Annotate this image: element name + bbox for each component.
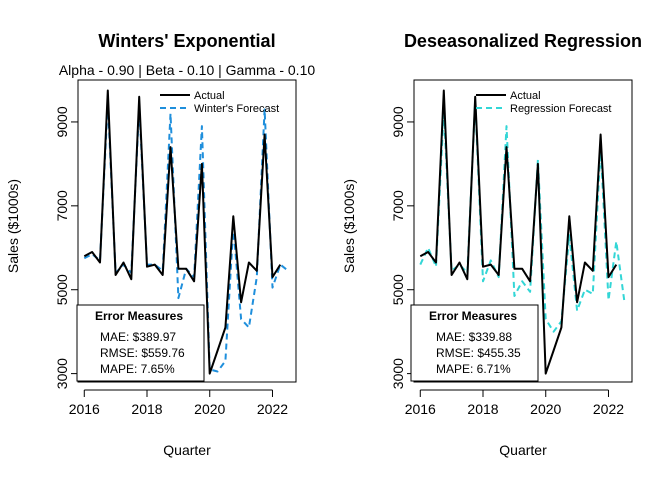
error-mape: MAPE: 6.71% [436,362,511,376]
error-mape: MAPE: 7.65% [100,362,175,376]
forecast-line [419,100,626,333]
actual-line [419,89,618,375]
legend-forecast-label: Regression Forecast [510,103,612,115]
error-box-title: Error Measures [429,309,517,323]
error-box-frame [410,304,539,382]
x-tick-label: 2020 [194,401,225,417]
axes: 3000 5000 7000 9000 2016 2018 2020 2022 [390,79,633,417]
error-mae: MAE: $389.97 [100,330,176,344]
winters-panel: Winters' Exponential Alpha - 0.90 | Beta… [5,31,315,458]
actual-line [83,89,282,375]
plot-lines [419,89,626,375]
legend-actual-label: Actual [510,90,541,102]
legend-forecast-label: Winter's Forecast [194,103,279,115]
plot-lines [83,89,289,375]
plot-frame [413,79,633,383]
x-tick-label: 2022 [257,401,288,417]
y-tick-label: 9000 [54,106,70,137]
error-box-frame [76,304,205,382]
x-tick-label: 2020 [530,401,561,417]
regression-panel: Deseasonalized Regression Quarter Sales … [341,31,642,458]
chart-subtitle: Alpha - 0.90 | Beta - 0.10 | Gamma - 0.1… [59,62,316,78]
x-axis-label: Quarter [499,442,547,458]
x-tick-label: 2016 [405,401,436,417]
error-measures-box: Error Measures MAE: $339.88 RMSE: $455.3… [410,304,539,382]
legend-actual-label: Actual [194,90,225,102]
x-tick-label: 2018 [131,401,162,417]
y-axis-label: Sales ($1000s) [341,179,357,273]
chart-title: Winters' Exponential [98,31,275,51]
error-mae: MAE: $339.88 [436,330,512,344]
y-tick-label: 7000 [390,190,406,221]
y-tick-label: 9000 [390,106,406,137]
x-axis-label: Quarter [163,442,211,458]
error-rmse: RMSE: $455.35 [436,346,521,360]
axes: 3000 5000 7000 9000 2016 2018 2020 2022 [54,79,297,417]
error-box-title: Error Measures [95,309,183,323]
legend: Actual Winter's Forecast [160,90,279,115]
legend: Actual Regression Forecast [476,90,612,115]
error-measures-box: Error Measures MAE: $389.97 RMSE: $559.7… [76,304,205,382]
x-tick-label: 2022 [593,401,624,417]
x-tick-label: 2018 [467,401,498,417]
y-tick-label: 3000 [390,358,406,389]
y-tick-label: 7000 [54,190,70,221]
y-tick-label: 5000 [54,274,70,305]
x-tick-label: 2016 [69,401,100,417]
y-tick-label: 3000 [54,358,70,389]
chart-title: Deseasonalized Regression [404,31,642,51]
y-tick-label: 5000 [390,274,406,305]
y-axis-label: Sales ($1000s) [5,179,21,273]
plot-frame [77,79,297,383]
error-rmse: RMSE: $559.76 [100,346,185,360]
